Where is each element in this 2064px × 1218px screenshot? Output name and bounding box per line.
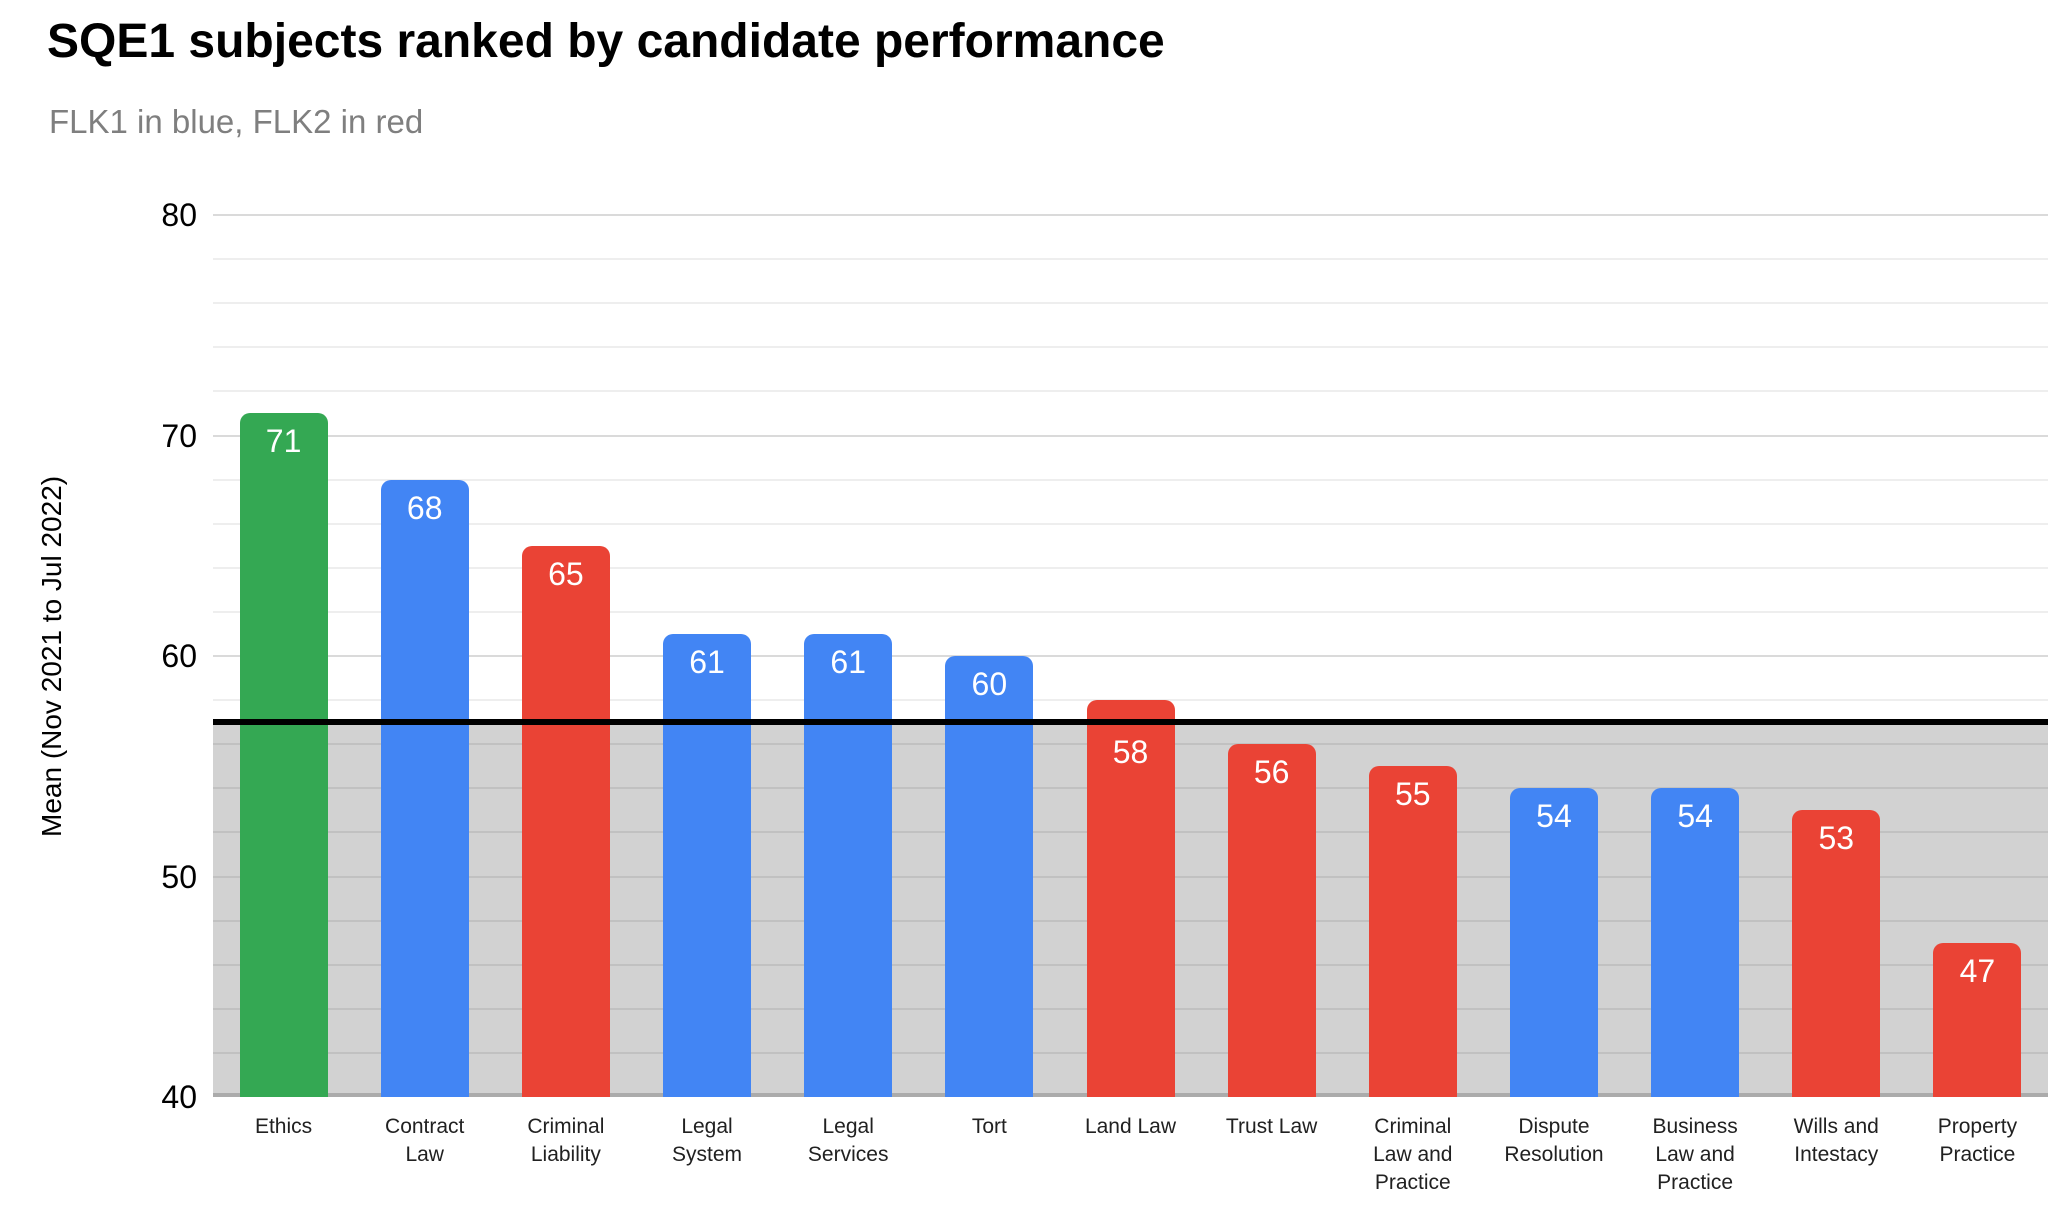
bar-value-label: 56 — [1253, 754, 1290, 791]
bar-value-label: 54 — [1677, 798, 1713, 835]
bar-contract-law — [380, 479, 469, 1097]
minor-gridline — [213, 390, 2048, 393]
x-axis-category-label: Trust Law — [1225, 1115, 1318, 1138]
major-gridline — [213, 434, 2048, 437]
bar-property-practice — [1933, 942, 2022, 1097]
bar-value-label: 71 — [265, 423, 302, 460]
bar-land-law — [1086, 700, 1175, 1097]
bar-value-label: 61 — [830, 643, 866, 680]
minor-gridline — [213, 522, 2048, 525]
bar-criminal-law-and-practice — [1368, 766, 1457, 1097]
x-axis-category-label: Land Law — [1084, 1115, 1177, 1138]
bar-value-label: 61 — [689, 643, 725, 680]
minor-gridline — [213, 610, 2048, 613]
x-axis-category-label: Contract Law — [385, 1115, 465, 1166]
y-axis-tick-label: 40 — [161, 1079, 197, 1115]
y-axis-tick-label: 50 — [161, 858, 197, 895]
bar-legal-services — [804, 633, 893, 1097]
average-reference-line — [213, 719, 2048, 726]
bar-ethics — [239, 413, 328, 1097]
minor-gridline — [213, 258, 2048, 261]
y-axis-tick-label: 80 — [161, 197, 197, 233]
bar-tort — [945, 656, 1034, 1097]
major-gridline — [213, 655, 2048, 657]
minor-gridline — [213, 302, 2048, 305]
minor-gridline — [213, 566, 2048, 569]
chart-subtitle: FLK1 in blue, FLK2 in red — [49, 103, 424, 140]
minor-gridline — [213, 346, 2048, 349]
chart-title: SQE1 subjects ranked by candidate perfor… — [47, 15, 1165, 68]
x-axis-category-label: Legal Services — [807, 1115, 889, 1166]
x-axis-category-label: Criminal Liability — [527, 1115, 605, 1166]
bar-value-label: 53 — [1818, 820, 1855, 857]
bar-dispute-resolution — [1509, 788, 1598, 1097]
y-axis-tick-label: 70 — [161, 417, 197, 454]
major-gridline — [213, 214, 2048, 216]
bar-value-label: 65 — [548, 555, 584, 592]
bar-value-label: 55 — [1395, 776, 1431, 813]
bar-value-label: 60 — [971, 666, 1008, 702]
bar-value-label: 68 — [406, 489, 443, 526]
bar-value-label: 54 — [1536, 798, 1572, 835]
x-axis-category-label: Wills and Intestacy — [1793, 1115, 1879, 1166]
minor-gridline — [213, 478, 2048, 481]
x-axis-category-label: Property Practice — [1937, 1115, 2018, 1166]
bar-trust-law — [1227, 744, 1316, 1097]
x-axis-category-label: Business Law and Practice — [1652, 1115, 1738, 1194]
bar-value-label: 47 — [1959, 952, 1996, 989]
bar-criminal-liability — [521, 545, 610, 1097]
bar-wills-and-intestacy — [1792, 810, 1881, 1097]
bar-value-label: 58 — [1112, 734, 1149, 771]
bar-legal-system — [663, 633, 752, 1097]
bar-business-law-and-practice — [1651, 788, 1740, 1097]
x-axis-category-label: Ethics — [254, 1115, 313, 1138]
x-axis-category-label: Dispute Resolution — [1504, 1115, 1604, 1166]
x-axis-category-label: Criminal Law and Practice — [1373, 1115, 1453, 1194]
x-axis-category-label: Tort — [971, 1115, 1007, 1138]
y-axis-tick-label: 60 — [161, 638, 197, 674]
x-axis-category-label: Legal System — [672, 1115, 743, 1166]
